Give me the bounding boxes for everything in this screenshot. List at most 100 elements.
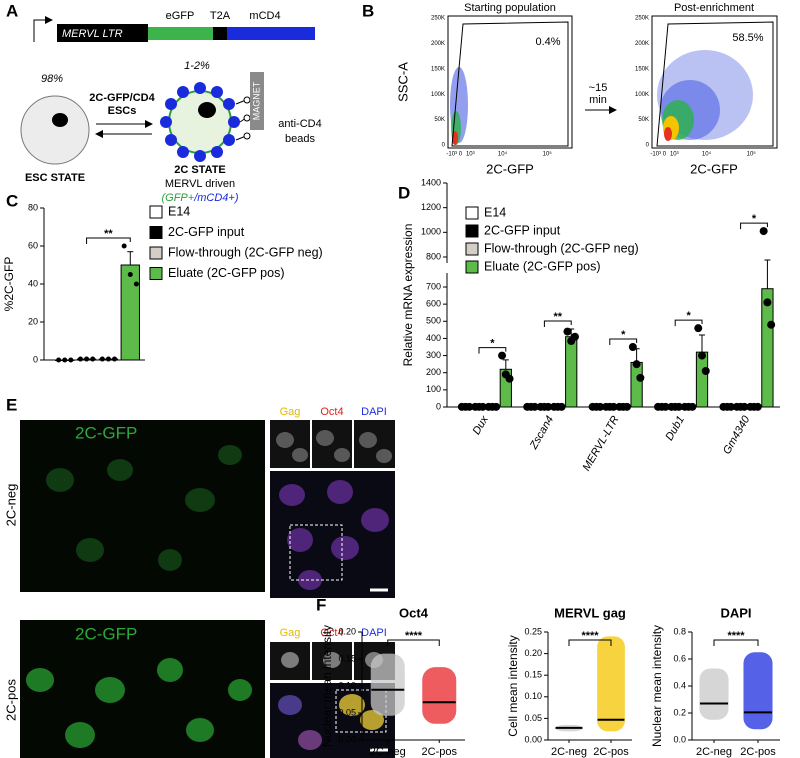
flow-x-tick: 0 bbox=[663, 152, 667, 158]
x-tick-label: Dux bbox=[471, 414, 491, 437]
image-title: 2C-GFP bbox=[75, 423, 137, 442]
y-tick-label: 0.20 bbox=[524, 648, 542, 658]
data-point bbox=[105, 356, 111, 362]
flow-y-tick: 250K bbox=[431, 16, 445, 22]
flow-x-tick: 10⁵ bbox=[543, 151, 553, 158]
y-axis-label: Nuclear mean intensity bbox=[650, 625, 664, 747]
flow-title: Post-enrichment bbox=[674, 2, 754, 14]
flow-x-tick: -10³ bbox=[650, 152, 661, 158]
legend-label: Eluate (2C-GFP pos) bbox=[168, 266, 284, 280]
significance-bracket bbox=[568, 639, 612, 646]
legend-label: 2C-GFP input bbox=[168, 225, 245, 239]
data-point bbox=[740, 402, 749, 411]
data-point bbox=[56, 357, 62, 363]
legend-label: Eluate (2C-GFP pos) bbox=[484, 259, 600, 273]
channel-label: Gag bbox=[280, 627, 301, 639]
data-point bbox=[763, 298, 772, 307]
data-point bbox=[68, 357, 74, 363]
t2a-box bbox=[213, 27, 227, 40]
panel-label: B bbox=[362, 1, 374, 20]
chart-title: MERVL gag bbox=[554, 605, 626, 620]
channel-label: Oct4 bbox=[320, 627, 343, 639]
flow-x-tick: 0 bbox=[459, 152, 463, 158]
y-tick-label: 20 bbox=[28, 316, 38, 326]
esc-label: ESC STATE bbox=[25, 172, 85, 184]
data-point bbox=[674, 402, 683, 411]
cells bbox=[26, 658, 252, 748]
flow-y-tick: 150K bbox=[431, 66, 445, 72]
2c-markers: (GFP+/mCD4+) bbox=[161, 192, 238, 204]
x-tick-label: 2C-pos bbox=[593, 746, 629, 758]
legend-swatch bbox=[149, 246, 163, 260]
data-point bbox=[530, 402, 539, 411]
bar bbox=[120, 264, 140, 361]
y-tick-label: 0.4 bbox=[673, 680, 686, 690]
x-tick-label: 2C-pos bbox=[740, 746, 776, 758]
significance: **** bbox=[727, 630, 745, 642]
cells bbox=[46, 445, 242, 571]
gate-percent: 58.5% bbox=[732, 32, 763, 44]
flow-y-tick: 100K bbox=[431, 92, 445, 98]
y-axis-label: Cell mean intensity bbox=[506, 635, 520, 736]
significance: ** bbox=[104, 228, 113, 240]
legend-swatch bbox=[149, 226, 163, 239]
channel-label: DAPI bbox=[361, 406, 387, 418]
ltr-box bbox=[57, 24, 148, 42]
gate bbox=[451, 21, 569, 147]
significance-bracket bbox=[609, 338, 638, 345]
panel-label: F bbox=[316, 595, 326, 614]
data-point bbox=[767, 320, 776, 329]
data-point bbox=[127, 272, 133, 277]
arrow-label: ~15 bbox=[589, 82, 608, 94]
beads-label: anti-CD4 bbox=[278, 118, 321, 130]
y-tick-label: 80 bbox=[28, 202, 38, 212]
panel-label: C bbox=[6, 191, 18, 210]
data-point bbox=[112, 356, 118, 362]
nucleus bbox=[198, 102, 216, 118]
2c-sub: MERVL driven bbox=[165, 178, 235, 190]
data-point bbox=[698, 351, 707, 360]
significance: * bbox=[621, 329, 626, 341]
panel-label: A bbox=[6, 1, 18, 20]
y-tick-label: 1000 bbox=[421, 227, 441, 237]
significance: * bbox=[686, 310, 691, 322]
y-tick-label: 0.20 bbox=[338, 626, 356, 636]
magnet bbox=[250, 72, 264, 130]
legend-swatch bbox=[465, 242, 479, 256]
y-tick-label: 60 bbox=[28, 240, 38, 250]
x-tick-label: 2C-neg bbox=[551, 746, 587, 758]
flow-panel: Starting population Post-enrichment 0.4%… bbox=[395, 2, 778, 176]
data-point bbox=[121, 243, 127, 249]
legend-label: E14 bbox=[168, 204, 190, 218]
panel-label: D bbox=[398, 183, 410, 202]
data-point bbox=[628, 343, 637, 351]
y-tick-label: 0.8 bbox=[673, 626, 686, 636]
imaging-panel: 2C-GFP 2C-neg Gag Oct4 DAPI 2C-GFP 2C-po… bbox=[3, 406, 395, 758]
chart-title: Oct4 bbox=[399, 605, 429, 620]
data-point bbox=[609, 402, 618, 411]
row-label: 2C-pos bbox=[3, 679, 18, 721]
significance: **** bbox=[581, 630, 599, 642]
y-tick-label: 800 bbox=[426, 251, 441, 261]
beads-label: beads bbox=[285, 133, 315, 145]
y-tick-label: 300 bbox=[426, 350, 441, 360]
marker: (GFP+ bbox=[161, 192, 194, 204]
flow-x-tick: 10³ bbox=[466, 152, 475, 158]
esc-percent: 98% bbox=[41, 73, 63, 85]
cells bbox=[276, 430, 392, 463]
micrograph bbox=[20, 620, 265, 758]
y-tick-label: 0 bbox=[33, 354, 38, 364]
density bbox=[450, 50, 753, 145]
y-axis-label: %2C-GFP bbox=[2, 257, 16, 312]
flow-x-tick: 10³ bbox=[670, 152, 679, 158]
marker: /mCD4+) bbox=[193, 192, 239, 204]
y-tick-label: 100 bbox=[426, 384, 441, 394]
flow-ylabel: SSC-A bbox=[395, 62, 410, 102]
flow-y-tick: 200K bbox=[635, 41, 649, 47]
x-tick-label: 2C-pos bbox=[422, 746, 458, 758]
arrow-label: ESCs bbox=[108, 105, 137, 117]
significance-bracket bbox=[740, 222, 768, 230]
flow-y-tick: 50K bbox=[638, 117, 649, 123]
2c-label: 2C STATE bbox=[174, 164, 226, 176]
y-tick-label: 0.00 bbox=[338, 734, 356, 744]
